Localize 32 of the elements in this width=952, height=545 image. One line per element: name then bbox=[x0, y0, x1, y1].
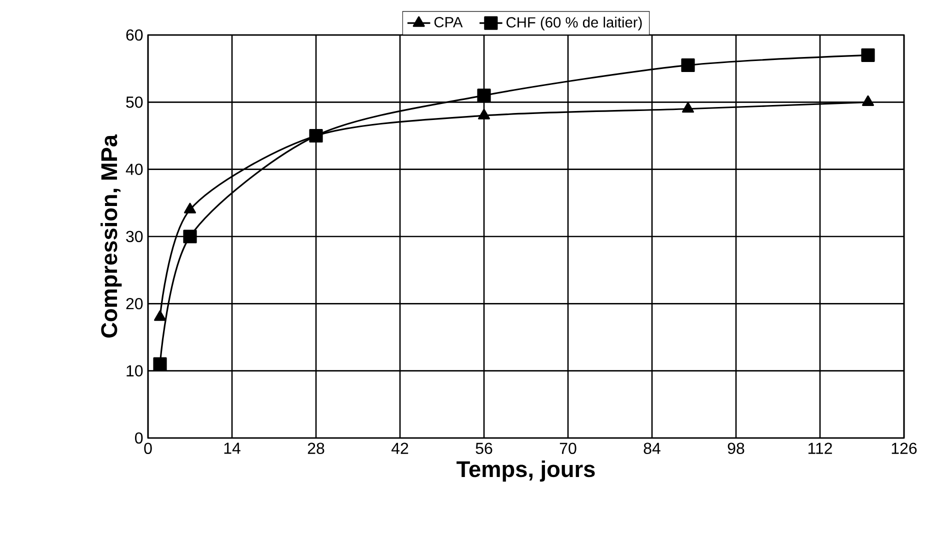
x-axis-title: Temps, jours bbox=[456, 460, 595, 482]
x-tick-label: 112 bbox=[808, 442, 832, 454]
y-tick-label: 40 bbox=[126, 164, 143, 175]
point bbox=[184, 202, 196, 214]
point bbox=[154, 310, 166, 321]
y-tick-label: 30 bbox=[126, 230, 143, 242]
x-tick-label: 84 bbox=[644, 442, 660, 454]
x-tick-label: 126 bbox=[892, 442, 917, 454]
y-axis-title: Compression, MPa bbox=[100, 134, 122, 338]
legend-label: CPA bbox=[434, 16, 463, 28]
x-tick-label: 56 bbox=[476, 442, 492, 454]
x-tick-label: 28 bbox=[308, 442, 324, 454]
y-tick-label: 60 bbox=[126, 29, 143, 41]
x-tick-label: 70 bbox=[560, 442, 576, 454]
point bbox=[862, 95, 874, 106]
point bbox=[681, 58, 695, 72]
point bbox=[153, 357, 167, 371]
point bbox=[309, 128, 323, 143]
x-tick-label: 42 bbox=[391, 442, 408, 454]
point bbox=[183, 230, 197, 244]
y-tick-label: 10 bbox=[126, 365, 143, 376]
x-tick-label: 14 bbox=[224, 442, 240, 454]
x-tick-label: 0 bbox=[144, 442, 152, 454]
y-tick-label: 0 bbox=[135, 432, 143, 444]
point bbox=[861, 48, 875, 62]
x-tick-label: 98 bbox=[728, 442, 744, 454]
point bbox=[477, 88, 491, 102]
legend-label: CHF (60 % de laitier) bbox=[506, 16, 642, 30]
point bbox=[682, 102, 694, 113]
y-tick-label: 20 bbox=[126, 298, 143, 310]
y-tick-label: 50 bbox=[126, 96, 143, 108]
point bbox=[478, 108, 490, 120]
